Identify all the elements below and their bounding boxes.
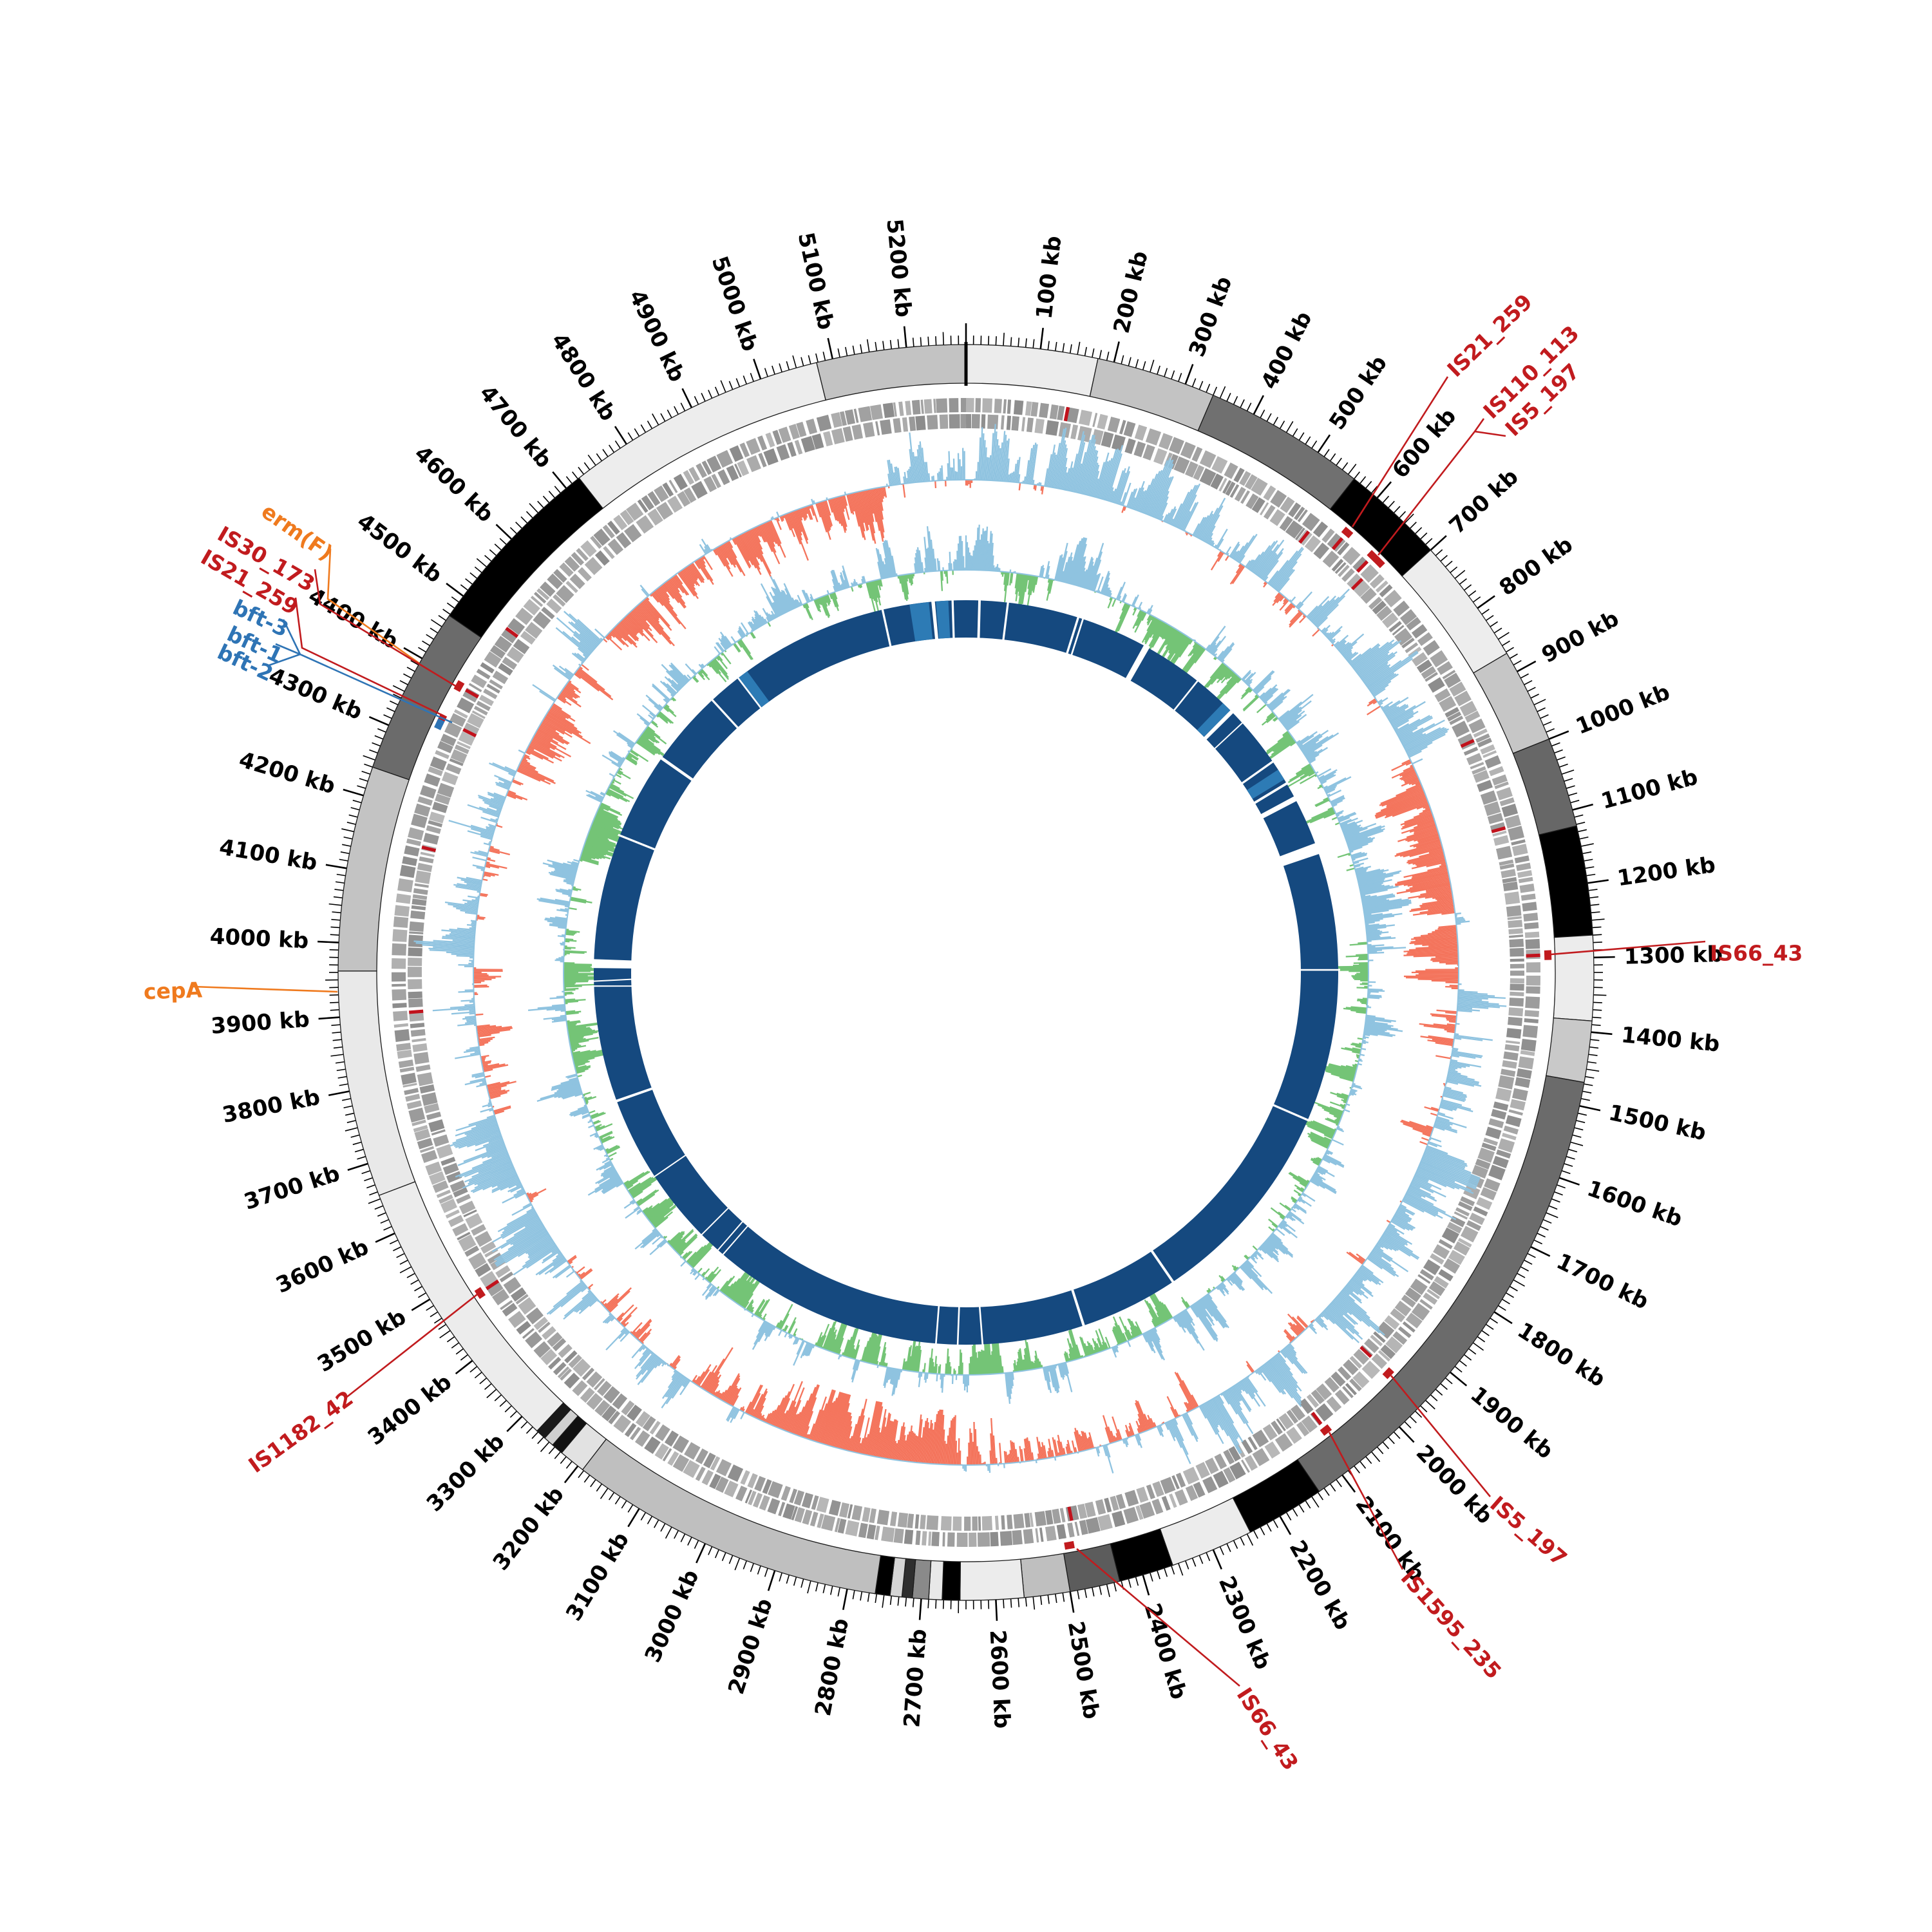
contig-segment (1546, 1018, 1593, 1083)
annotation-leader (267, 653, 301, 667)
axis-ticks (317, 323, 1615, 1621)
alignment-ring (592, 598, 1341, 1347)
gene-track-reverse (407, 413, 1525, 1531)
annotation-leader (314, 569, 459, 689)
annotation-dash (453, 680, 465, 692)
gc-skew-track (527, 524, 1412, 1404)
annotation-leader (1351, 376, 1449, 527)
tick-label: 2600 kb (985, 1629, 1015, 1729)
annotation-dash (1373, 556, 1385, 569)
contig-ring (337, 344, 1595, 1601)
annotation-leader (1076, 1548, 1240, 1687)
annotation-leader (1390, 1375, 1492, 1497)
annotation-leader (275, 643, 301, 656)
tick-label: 1300 kb (1624, 942, 1723, 970)
contig-segment (960, 1558, 1025, 1601)
annotation-dash (1382, 1367, 1394, 1379)
annotation-leader (193, 985, 338, 993)
annotation-leaders (193, 376, 1706, 1687)
tick-label: 4000 kb (209, 923, 309, 954)
annotation-leader (1328, 1432, 1404, 1570)
contig-segment (1020, 1553, 1071, 1598)
contig-segment (1553, 934, 1595, 1021)
gene-label: IS66_43 (1710, 941, 1803, 966)
annotation-leader (294, 597, 445, 717)
gene-track-forward (391, 397, 1541, 1548)
contig-segment (942, 1560, 961, 1601)
annotation-dash (434, 718, 445, 730)
gene-label: cepA (143, 977, 203, 1004)
annotation-leader (344, 1291, 481, 1400)
annotation-leader (1474, 430, 1506, 437)
gc-content-deviation-track (413, 424, 1507, 1473)
annotation-dash (1064, 1540, 1075, 1550)
gene-red-marks (409, 406, 1540, 1521)
annotation-dash (1320, 1424, 1332, 1436)
annotation-dash (1341, 526, 1354, 538)
annotation-leader (1550, 940, 1706, 956)
annotation-dash (1367, 550, 1379, 562)
annotation-leader (327, 548, 420, 665)
